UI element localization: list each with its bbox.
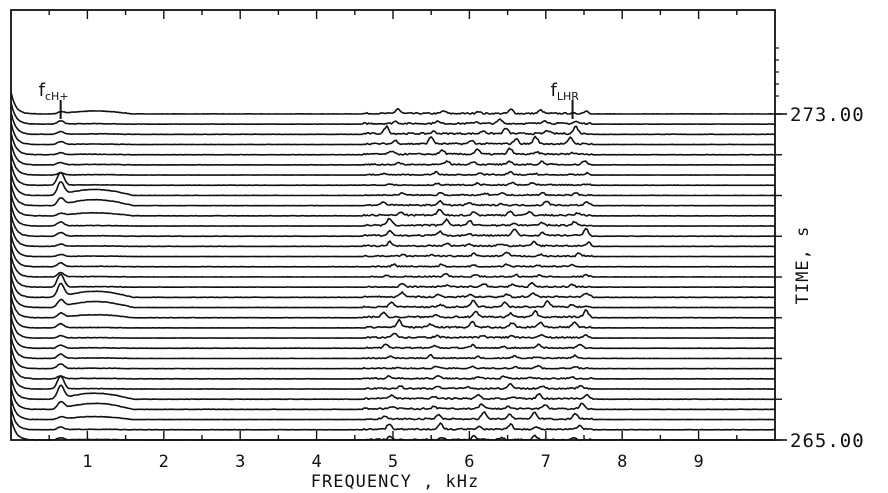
spectrum-trace-3 [10,112,776,136]
x-tick-label: 7 [541,452,551,472]
x-tick-label: 3 [235,452,245,472]
spectrum-trace-13 [10,213,776,238]
spectrum-trace-7 [10,153,775,176]
annotation-label-fcH: fcH+ [39,80,69,103]
x-tick-label: 1 [82,452,92,472]
spectrum-trace-12 [10,203,775,227]
spectrum-trace-2 [10,102,775,125]
x-tick-label: 8 [617,452,627,472]
spectrum-trace-10 [10,183,776,207]
spectrum-trace-5 [10,132,776,156]
y-axis-label: TIME, s [793,226,813,305]
frequency-annotations: fcH+ fLHR [39,80,580,119]
annotation-sub-fcH: cH+ [45,90,69,103]
spectrum-trace-1 [10,91,775,115]
spectrum-trace-28 [10,367,775,390]
spectrum-trace-9 [10,173,776,197]
x-tick-label: 5 [388,452,398,472]
x-tick-label: 6 [464,452,474,472]
spectrum-trace-24 [10,326,776,350]
spectrum-trace-29 [10,376,776,401]
spectrum-trace-8 [10,163,775,187]
spectrum-trace-17 [10,255,776,278]
spectrum-traces [10,91,776,441]
annotation-label-fLHR: fLHR [551,80,580,103]
annotation-sub-fLHR: LHR [557,90,579,103]
x-axis-ticks: 1 2 3 4 5 6 7 8 9 [48,10,738,472]
spectrum-trace-31 [10,397,775,421]
spectrum-trace-16 [10,244,776,268]
spectrum-trace-21 [10,295,775,319]
spectrum-trace-27 [10,356,776,380]
x-tick-label: 9 [693,452,703,472]
annotation-main-fcH: f [39,80,46,101]
spectrum-trace-30 [10,387,776,411]
x-tick-label: 2 [159,452,169,472]
spectrum-trace-25 [10,336,775,360]
spectrum-trace-19 [10,275,776,299]
spectrum-trace-20 [10,285,776,309]
spectrum-trace-18 [10,265,775,288]
y-axis-ticks: 273.00 265.00 [775,47,865,452]
spectrum-trace-22 [10,305,776,329]
spectrum-trace-26 [10,346,776,370]
x-axis-label: FREQUENCY , kHz [311,472,480,492]
spectrum-trace-11 [10,193,776,217]
spectrum-trace-14 [10,224,776,248]
spectrum-trace-23 [10,316,776,339]
spectrum-trace-15 [10,234,776,258]
y-tick-label: 265.00 [790,430,865,452]
spectrum-trace-32 [10,407,776,431]
annotation-main-fLHR: f [551,80,558,101]
y-tick-label: 273.00 [790,104,865,126]
spectrum-trace-6 [10,142,775,166]
spectrum-trace-4 [10,122,776,146]
x-tick-label: 4 [311,452,321,472]
